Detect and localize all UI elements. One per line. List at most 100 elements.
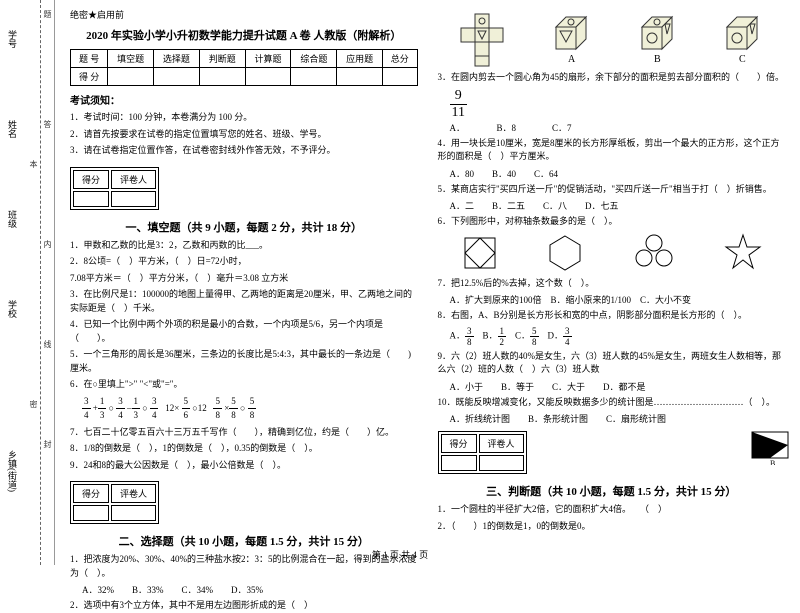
shaded-rect-icon: A B [750, 430, 790, 465]
score-cell [154, 68, 200, 86]
fill-q8: 8．1/8的倒数是（ ），1的倒数是（ ），0.35的倒数是（ ）。 [70, 442, 418, 456]
star-icon: D [723, 233, 763, 273]
side-label-name: 姓名 [6, 120, 19, 138]
fill-q4: 4．已知一个比例中两个外项的积是最小的合数，一个内项是5/6，另一个内项是（ ）… [70, 318, 418, 345]
choice-q1-opts: A．32% B．33% C．34% D．35% [82, 583, 418, 596]
fill-q2b: 7.08平方米＝（ ）平方分米，（ ）毫升＝3.08 立方米 [70, 272, 418, 286]
choice-q5-opts: A．二 B．二五 C．八 D．七五 [450, 199, 786, 212]
section-1-title: 一、填空题（共 9 小题，每题 2 分，共计 18 分） [70, 219, 418, 235]
choice-q6: 6．下列图形中，对称轴条数最多的是（ ）。 [438, 215, 786, 229]
edge-char: 线 [42, 340, 53, 348]
symmetry-shapes-row: A B C D [438, 233, 786, 273]
choice-q4: 4．用一块长是10厘米，宽是8厘米的长方形厚纸板，剪出一个最大的正方形，这个正方… [438, 137, 786, 164]
score-header: 综合题 [291, 50, 337, 68]
fill-q9: 9．24和8的最大公因数是（ ），最小公倍数是（ ）。 [70, 459, 418, 473]
fill-q1: 1．甲数和乙数的比是3：2，乙数和丙数的比___。 [70, 239, 418, 253]
choice-q10-opts: A．折线统计图 B．条形统计图 C．扇形统计图 [450, 412, 786, 425]
score-cell [245, 68, 291, 86]
circles-icon: C [630, 233, 678, 273]
grader-name: 评卷人 [111, 484, 156, 503]
svg-text:B: B [654, 54, 661, 65]
score-header: 计算题 [245, 50, 291, 68]
choice-q7: 7．把12.5%后的%去掉，这个数（ ）。 [438, 277, 786, 291]
fill-q6-formula: 34 +13 ○ 34 –13 ○ 34 12× 56 ○12 58 ×58 ○… [70, 395, 418, 423]
side-label-id: 学号 [6, 30, 19, 48]
section-2-title: 二、选择题（共 10 小题，每题 1.5 分，共计 15 分） [70, 533, 418, 549]
edge-char: 答 [42, 120, 53, 128]
cube-b-icon: B [632, 12, 682, 67]
choice-q8: 8．右图，A、B分别是长方形长和宽的中点，阴影部分面积是长方形的（ ）。 [438, 309, 786, 323]
choice-q7-opts: A．扩大到原来的100倍 B．缩小原来的1/100 C．大小不变 [450, 293, 786, 306]
score-header: 填空题 [108, 50, 154, 68]
score-header: 判断题 [199, 50, 245, 68]
right-column: A B C [438, 8, 786, 557]
fold-char: 本 [28, 160, 39, 168]
section-3-title: 三、判断题（共 10 小题，每题 1.5 分，共计 15 分） [438, 483, 786, 499]
score-header: 题 号 [71, 50, 108, 68]
choice-q10: 10．既能反映增减变化，又能反映数据多少的统计图是…………………………（ ）。 [438, 396, 786, 410]
grader-score: 得分 [73, 484, 109, 503]
cube-net-row: A B C [438, 12, 786, 67]
svg-text:B: B [770, 459, 775, 465]
fill-q7: 7．七百二十亿零五百六十三万五千写作（ ），精确到亿位，约是（ ）亿。 [70, 426, 418, 440]
score-cell [383, 68, 417, 86]
grader-score: 得分 [441, 434, 477, 453]
score-header: 应用题 [337, 50, 383, 68]
notice-title: 考试须知： [70, 92, 418, 107]
choice-q9-opts: A．小于 B．等于 C．大于 D．都不是 [450, 380, 786, 393]
main-content: 绝密★启用前 2020 年实验小学小升初数学能力提升试题 A 卷 人教版（附解析… [55, 0, 800, 565]
edge-char: 内 [42, 240, 53, 248]
notice-item: 2．请首先按要求在试卷的指定位置填写您的姓名、班级、学号。 [70, 128, 418, 141]
notice-item: 1．考试时间：100 分钟，本卷满分为 100 分。 [70, 111, 418, 124]
score-row-label: 得 分 [71, 68, 108, 86]
svg-text:C: C [739, 54, 746, 65]
exam-title: 2020 年实验小学小升初数学能力提升试题 A 卷 人教版（附解析） [70, 27, 418, 43]
choice-q9: 9．六（2）班人数的40%是女生，六（3）班人数的45%是女生，两班女生人数相等… [438, 350, 786, 377]
fill-q3: 3．在比例尺是1：100000的地图上量得甲、乙两地的距离是20厘米，甲、乙两地… [70, 288, 418, 315]
fill-q2a: 2．8公顷=（ ）平方米，（ ）日=72小时， [70, 255, 418, 269]
svg-text:A: A [784, 430, 790, 432]
notice-item: 3．请在试卷指定位置作答，在试卷密封线外作答无效，不予评分。 [70, 144, 418, 157]
edge-char: 封 [42, 440, 53, 448]
score-table: 题 号 填空题 选择题 判断题 计算题 综合题 应用题 总分 得 分 [70, 49, 418, 86]
binding-sidebar: 题 答 本 内 线 密 封 学号 姓名 班级 学校 乡镇(街道) [0, 0, 55, 565]
grader-box: 得分 评卷人 [70, 481, 159, 524]
choice-q3-frac: 911 [438, 88, 786, 121]
judge-q1: 1．一个圆柱的半径扩大2倍，它的面积扩大4倍。 （ ） [438, 503, 786, 517]
side-label-school: 学校 [6, 300, 19, 318]
grader-box: 得分 评卷人 [438, 431, 527, 474]
score-cell [291, 68, 337, 86]
fill-q6: 6．在○里填上">" "<"或"="。 [70, 378, 418, 392]
choice-q3-opts: A． B．8 C．7 [450, 121, 786, 134]
grader-name: 评卷人 [111, 170, 156, 189]
grader-name: 评卷人 [479, 434, 524, 453]
score-cell [108, 68, 154, 86]
cube-net-icon [455, 12, 510, 67]
hexagon-icon: B [545, 233, 585, 273]
score-cell [337, 68, 383, 86]
judge-q2: 2．（ ）1的倒数是1，0的倒数是0。 [438, 520, 786, 534]
choice-q4-opts: A．80 B．40 C．64 [450, 167, 786, 180]
choice-q8-opts: A．38 B．12 C．58 D．34 [450, 326, 786, 347]
grader-box: 得分 评卷人 [70, 167, 159, 210]
score-header: 总分 [383, 50, 417, 68]
grader-score: 得分 [73, 170, 109, 189]
score-cell [199, 68, 245, 86]
fold-line [40, 0, 41, 565]
left-column: 绝密★启用前 2020 年实验小学小升初数学能力提升试题 A 卷 人教版（附解析… [70, 8, 418, 557]
cube-c-icon: C [717, 12, 767, 67]
edge-char: 题 [42, 10, 53, 18]
side-label-town: 乡镇(街道) [6, 450, 19, 492]
cube-a-icon: A [546, 12, 596, 67]
square-diamond-icon: A [460, 233, 500, 273]
score-header: 选择题 [154, 50, 200, 68]
secret-label: 绝密★启用前 [70, 8, 418, 21]
choice-q3: 3．在圆内剪去一个圆心角为45的扇形，余下部分的面积是剪去部分面积的（ ）倍。 [438, 71, 786, 85]
page-footer: 第 1 页 共 4 页 [0, 548, 800, 561]
svg-text:A: A [568, 54, 576, 65]
fold-char: 密 [28, 400, 39, 408]
side-label-class: 班级 [6, 210, 19, 228]
choice-q2: 2．选项中有3个立方体，其中不是用左边图形折成的是（ ） [70, 599, 418, 613]
fill-q5: 5．一个三角形的周长是36厘米，三条边的长度比是5:4:3，其中最长的一条边是（… [70, 348, 418, 375]
choice-q5: 5．某商店实行"买四斤送一斤"的促销活动，"买四斤送一斤"相当于打（ ）折销售。 [438, 183, 786, 197]
